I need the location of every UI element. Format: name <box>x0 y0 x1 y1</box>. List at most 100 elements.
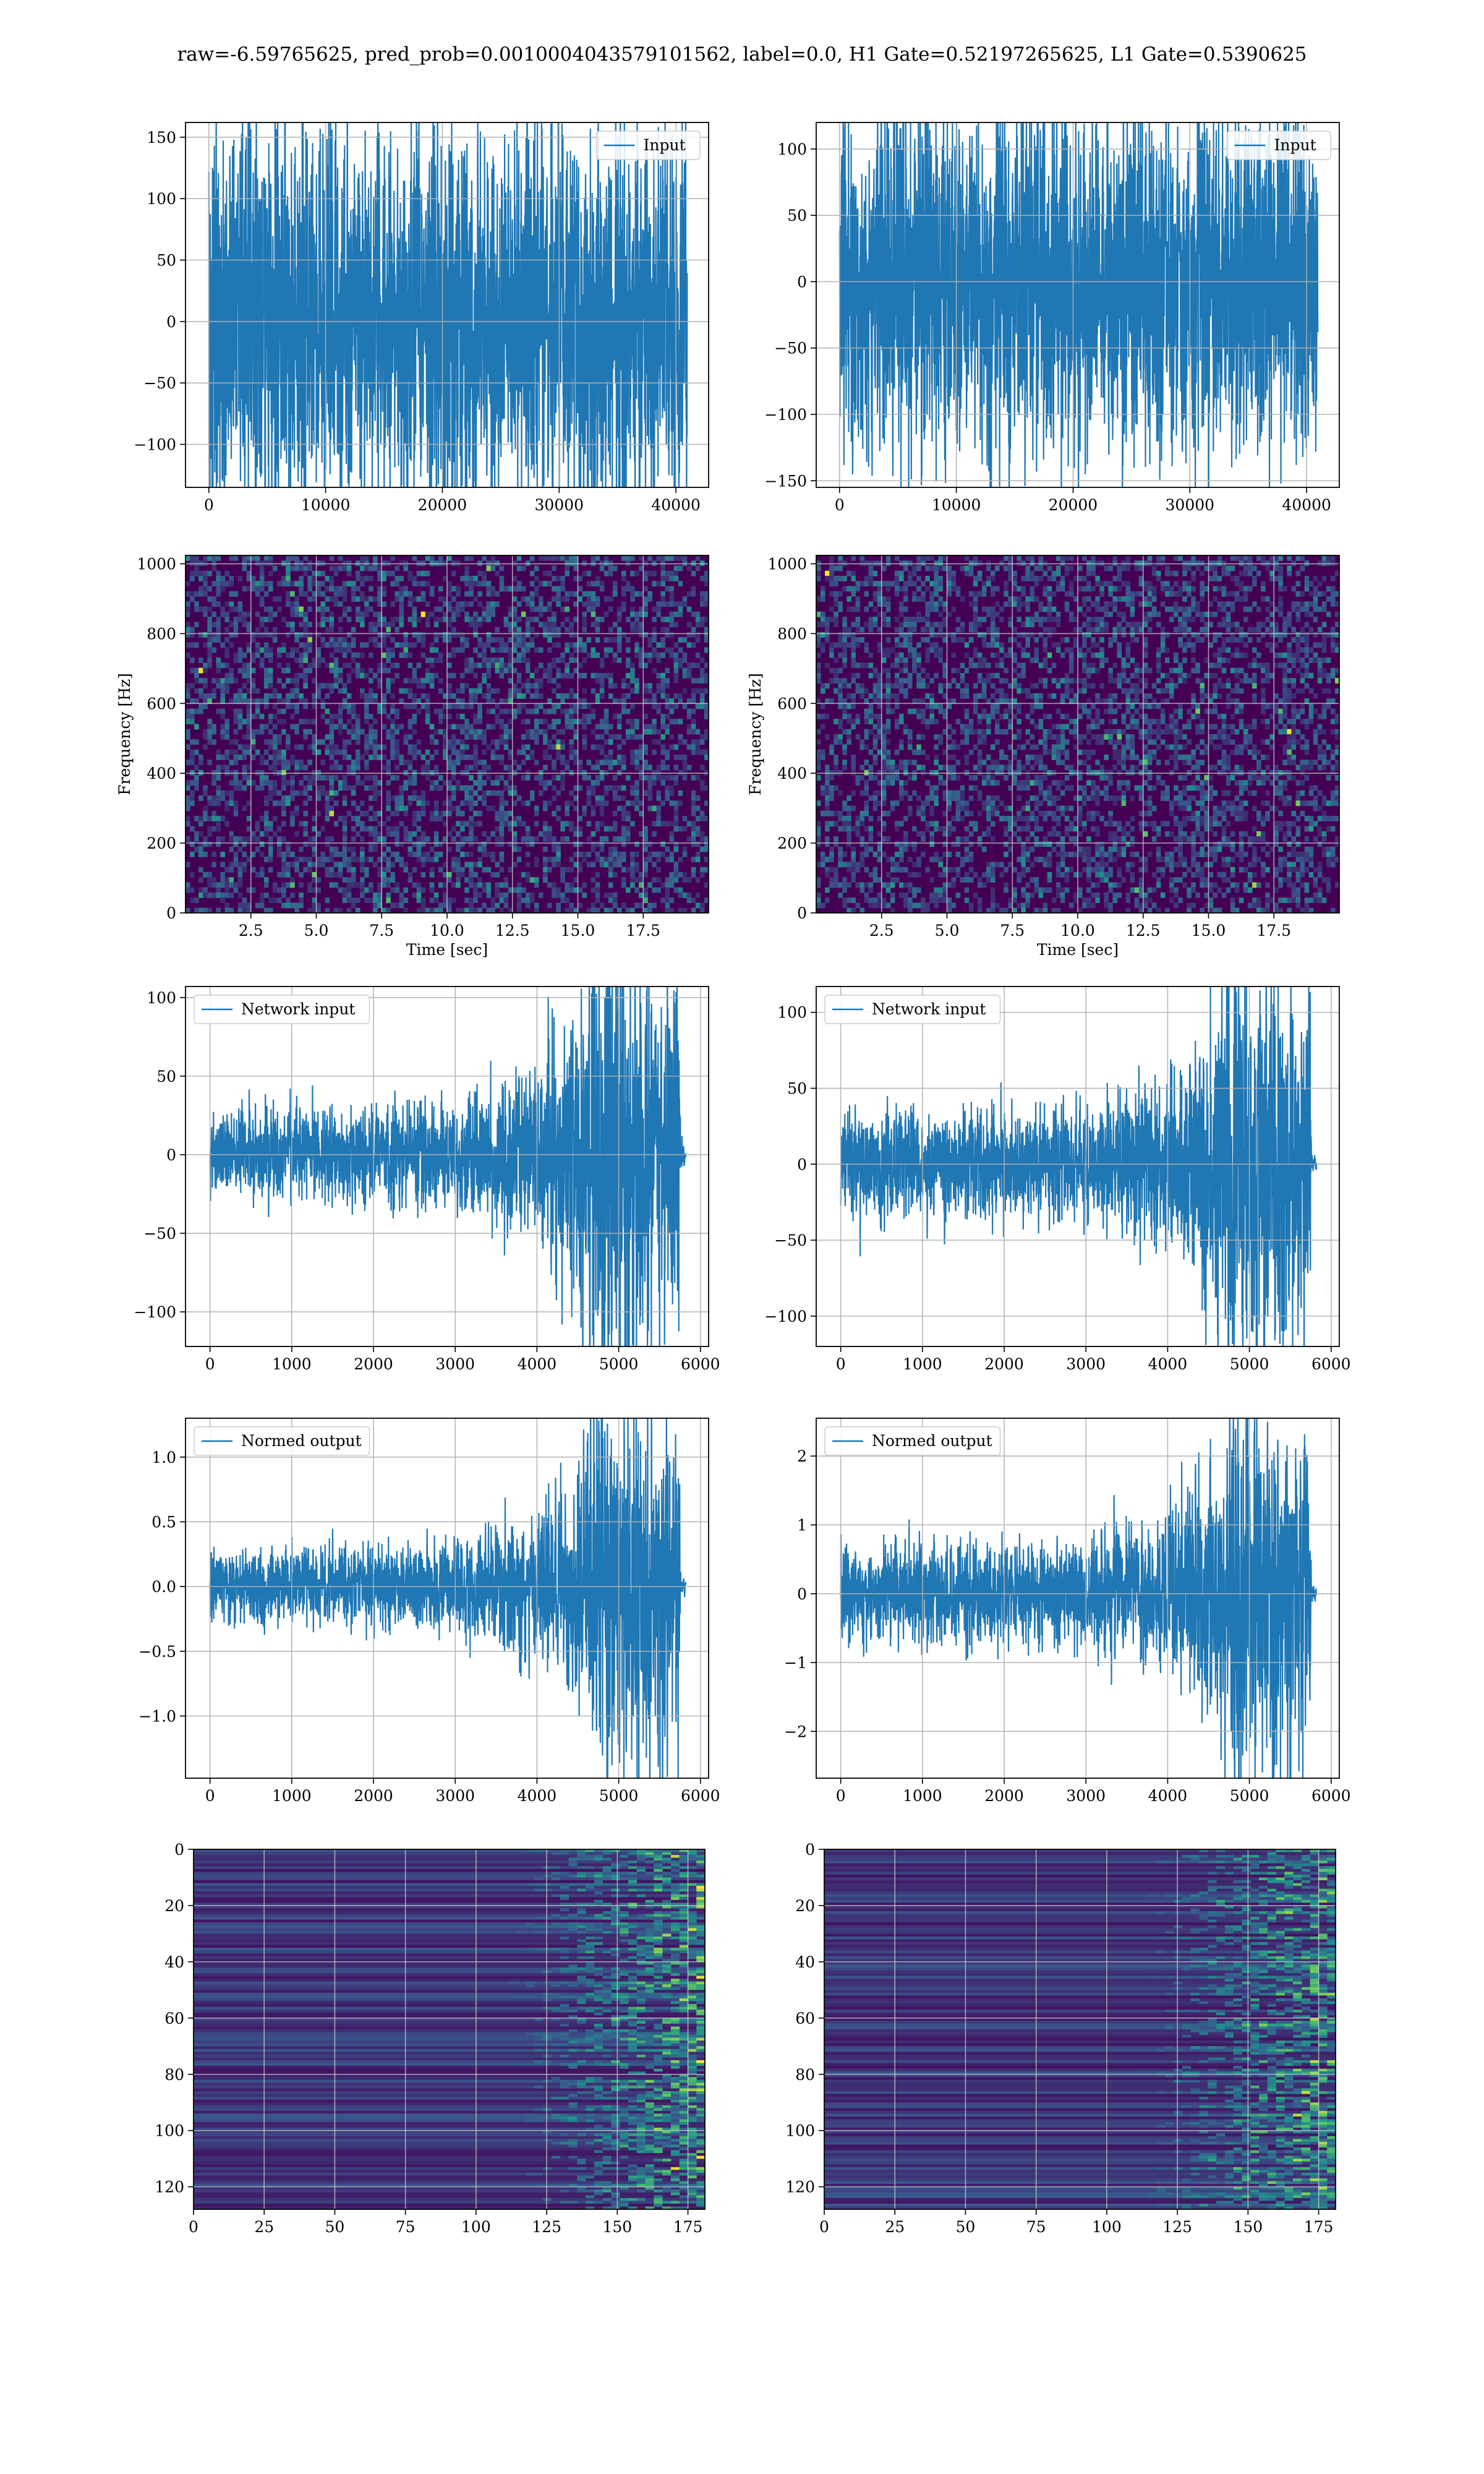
h1-spectrogram-cell <box>246 642 252 648</box>
h1-spectrogram-cell <box>643 631 648 638</box>
h1-spectrogram-cell <box>665 647 670 653</box>
l1-spectrogram-cell <box>912 581 917 587</box>
h1-spectrogram-cell <box>394 714 399 719</box>
l1-spectrogram-cell <box>1200 591 1205 597</box>
h1-spectrogram-cell <box>333 591 339 597</box>
l1-spectrogram-cell <box>864 622 869 628</box>
h1-spectrogram-cell <box>539 555 544 561</box>
h1-spectrogram-cell <box>299 744 304 750</box>
h1-spectrogram-cell <box>242 769 247 776</box>
h1-spectrogram-cell <box>626 867 631 873</box>
h1-spectrogram-cell <box>268 764 273 771</box>
h1-spectrogram-cell <box>229 606 234 612</box>
h1-spectrogram-cell <box>263 724 269 730</box>
h1-spectrogram-cell <box>616 698 622 704</box>
h1-spectrogram-cell <box>186 652 190 658</box>
h1-spectrogram-cell <box>616 642 622 648</box>
l1-spectrogram-cell <box>1055 570 1061 576</box>
h1-spectrogram-cell <box>250 581 256 587</box>
h1-spectrogram-cell <box>652 862 657 868</box>
h1-spectrogram-cell <box>303 775 308 781</box>
h1-spectrogram-cell <box>316 631 322 638</box>
l1-spectrogram-cell <box>968 570 974 576</box>
h1-spectrogram-cell <box>573 667 578 674</box>
h1-spectrogram-cell <box>277 841 282 847</box>
h1-spectrogram-cell <box>290 785 295 791</box>
h1-spectrogram-cell <box>325 805 330 811</box>
h1-spectrogram-xtick-label: 7.5 <box>369 922 394 940</box>
h1-spectrogram-cell <box>259 780 265 786</box>
h1-spectrogram-cell <box>608 755 613 760</box>
l1-spectrogram-cell <box>934 601 939 607</box>
h1-spectrogram-cell <box>203 892 208 898</box>
l1-spectrogram-cell <box>921 617 926 622</box>
h1-spectrogram-cell <box>552 846 556 852</box>
l1-spectrogram-cell <box>942 555 948 561</box>
h1-spectrogram-cell <box>237 755 243 760</box>
h1-spectrogram-cell <box>695 831 701 837</box>
h1-spectrogram-cell <box>508 678 513 684</box>
l1-spectrogram-cell <box>1195 637 1200 643</box>
h1-spectrogram-cell <box>420 800 426 807</box>
h1-spectrogram-cell <box>482 606 487 612</box>
l1-spectrogram-cell <box>964 570 970 576</box>
h1-spectrogram-cell <box>303 631 308 638</box>
h1-spectrogram-cell <box>220 678 225 684</box>
h1-spectrogram-cell <box>438 816 443 821</box>
h1-spectrogram-cell <box>237 714 243 719</box>
h1-spectrogram-cell <box>233 857 239 863</box>
l1-spectrogram-cell <box>1034 652 1039 658</box>
l1-spectrogram-cell <box>955 586 961 592</box>
h1-spectrogram-cell <box>473 729 478 735</box>
h1-spectrogram-cell <box>695 703 701 709</box>
h1-spectrogram-cell <box>407 795 413 801</box>
h1-spectrogram-cell <box>525 683 531 689</box>
h1-spectrogram-cell <box>521 657 526 663</box>
h1-spectrogram-cell <box>499 790 505 796</box>
h1-spectrogram-cell <box>534 734 539 740</box>
l1-input-ytick-label: −100 <box>764 406 807 424</box>
l1-spectrogram-cell <box>995 652 1000 658</box>
h1-spectrogram-cell <box>390 744 395 750</box>
h1-spectrogram-cell <box>342 749 348 755</box>
l1-spectrogram-cell <box>881 596 887 602</box>
h1-spectrogram-cell <box>682 907 688 913</box>
l1-spectrogram-cell <box>1099 606 1104 612</box>
h1-spectrogram-cell <box>473 790 478 796</box>
h1-spectrogram-cell <box>482 780 487 786</box>
h1-spectrogram-cell <box>464 907 469 913</box>
h1-spectrogram-cell <box>643 729 648 735</box>
h1-spectrogram-cell <box>665 749 670 755</box>
l1-spectrogram-cell <box>1095 652 1100 658</box>
h1-spectrogram-cell <box>259 617 265 622</box>
h1-spectrogram-cell <box>499 831 505 837</box>
h1-spectrogram-cell <box>547 744 552 750</box>
h1-spectrogram-cell <box>704 708 709 714</box>
h1-spectrogram-cell <box>639 800 644 807</box>
l1-spectrogram-cell <box>1174 601 1179 607</box>
h1-spectrogram-cell <box>608 683 613 689</box>
h1-spectrogram-cell <box>704 647 709 653</box>
h1-spectrogram-cell <box>678 719 683 725</box>
h1-spectrogram-cell <box>242 698 247 704</box>
l1-spectrogram-cell <box>868 627 874 633</box>
h1-spectrogram-cell <box>329 724 335 730</box>
h1-spectrogram-cell <box>665 882 670 888</box>
h1-spectrogram-cell <box>377 622 382 628</box>
h1-spectrogram-cell <box>477 882 482 888</box>
h1-spectrogram-cell <box>190 760 195 766</box>
h1-spectrogram-cell <box>342 775 348 781</box>
l1-spectrogram-cell <box>1047 596 1052 602</box>
h1-spectrogram-cell <box>425 570 430 576</box>
h1-spectrogram-cell <box>299 764 304 771</box>
h1-spectrogram-cell <box>473 887 478 893</box>
h1-spectrogram-cell <box>307 642 312 648</box>
h1-spectrogram-cell <box>469 795 474 801</box>
l1-spectrogram-cell <box>1034 617 1039 622</box>
l1-spectrogram-cell <box>981 617 987 622</box>
h1-spectrogram-cell <box>490 601 496 607</box>
h1-spectrogram-cell <box>286 652 291 658</box>
h1-spectrogram-cell <box>303 729 308 735</box>
h1-spectrogram-cell <box>394 826 399 832</box>
h1-spectrogram-cell <box>525 688 531 694</box>
